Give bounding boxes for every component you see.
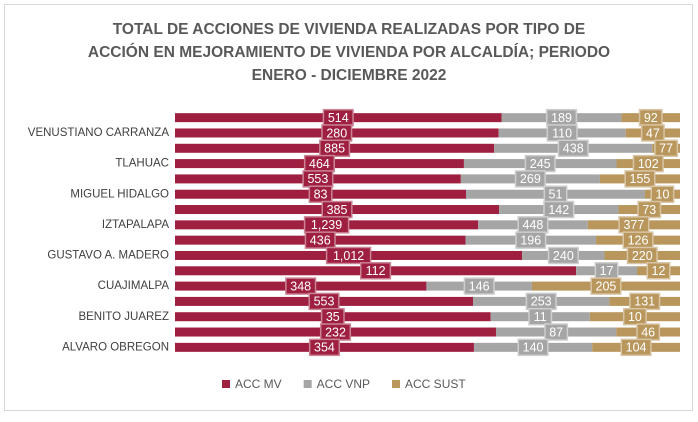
legend-swatch bbox=[222, 380, 230, 388]
data-label: 205 bbox=[596, 279, 617, 293]
data-label: 87 bbox=[549, 325, 563, 339]
data-label: 83 bbox=[314, 188, 328, 202]
y-tick-label: BENITO JUAREZ bbox=[78, 311, 169, 323]
data-label-box bbox=[620, 338, 652, 357]
data-label: 10 bbox=[628, 310, 642, 324]
data-label: 92 bbox=[644, 111, 658, 125]
data-label-box bbox=[360, 262, 392, 280]
data-label: 385 bbox=[327, 203, 348, 217]
data-label: 553 bbox=[307, 172, 328, 186]
data-label-box bbox=[515, 231, 547, 249]
data-label: 11 bbox=[534, 310, 547, 324]
data-label: 110 bbox=[552, 126, 572, 140]
data-label: 77 bbox=[659, 142, 673, 156]
data-label: 885 bbox=[324, 142, 345, 156]
y-tick-label: GUSTAVO A. MADERO bbox=[47, 250, 169, 262]
data-label: 73 bbox=[642, 203, 656, 217]
data-label: 126 bbox=[628, 233, 649, 247]
data-label: 142 bbox=[548, 203, 569, 217]
chart-title: ACCIÓN EN MEJORAMIENTO DE VIVIENDA POR A… bbox=[88, 43, 610, 61]
y-tick-label: ALVARO OBREGON bbox=[62, 341, 169, 353]
data-label-box bbox=[304, 231, 336, 249]
legend-swatch bbox=[392, 380, 401, 388]
data-label-box bbox=[514, 170, 546, 188]
data-label-box bbox=[640, 124, 665, 142]
chart-title: TOTAL DE ACCIONES DE VIVIENDA REALIZADAS… bbox=[113, 21, 586, 38]
data-label: 46 bbox=[641, 325, 655, 339]
chart-title: ENERO - DICIEMBRE 2022 bbox=[252, 67, 447, 84]
data-label: 102 bbox=[638, 157, 659, 171]
data-label: 47 bbox=[646, 126, 660, 140]
data-label: 10 bbox=[656, 188, 670, 202]
y-tick-label: IZTAPALAPA bbox=[102, 219, 169, 231]
data-label-box bbox=[654, 139, 679, 158]
data-label: 1,012 bbox=[333, 249, 364, 263]
data-label: 269 bbox=[520, 172, 541, 186]
data-label: 354 bbox=[314, 341, 335, 355]
data-label: 196 bbox=[520, 233, 541, 247]
data-label: 232 bbox=[325, 325, 346, 339]
data-label: 464 bbox=[309, 157, 330, 171]
data-label-box bbox=[517, 338, 549, 357]
data-label-box bbox=[624, 170, 656, 188]
data-label-box bbox=[544, 323, 569, 341]
data-label: 448 bbox=[523, 218, 544, 232]
data-label-box bbox=[325, 246, 372, 265]
data-label-box bbox=[650, 185, 675, 203]
data-label: 438 bbox=[563, 142, 584, 156]
data-label: 348 bbox=[290, 279, 311, 293]
data-label: 155 bbox=[630, 172, 651, 186]
data-label: 140 bbox=[523, 341, 544, 355]
y-tick-label: VENUSTIANO CARRANZA bbox=[28, 127, 170, 139]
data-label-box bbox=[528, 307, 553, 326]
legend-label: ACC SUST bbox=[405, 377, 466, 391]
data-label: 112 bbox=[366, 264, 386, 278]
data-label: 35 bbox=[326, 310, 340, 324]
data-label-box bbox=[308, 338, 341, 357]
data-label-box bbox=[626, 246, 658, 265]
data-label: 245 bbox=[530, 157, 551, 171]
data-label-box bbox=[622, 307, 647, 326]
data-label: 240 bbox=[553, 249, 574, 263]
data-label: 51 bbox=[549, 188, 563, 202]
data-label-box bbox=[547, 246, 579, 265]
y-tick-label: CUAJIMALPA bbox=[98, 280, 170, 292]
data-label: 436 bbox=[310, 233, 331, 247]
data-label: 12 bbox=[652, 264, 666, 278]
legend-swatch bbox=[303, 380, 312, 388]
data-label: 17 bbox=[600, 264, 614, 278]
data-label: 514 bbox=[328, 111, 349, 125]
data-label: 131 bbox=[634, 295, 655, 309]
data-label-box bbox=[543, 200, 575, 219]
y-tick-label: TLAHUAC bbox=[115, 158, 169, 170]
data-label: 146 bbox=[469, 279, 490, 293]
data-label-box bbox=[308, 185, 333, 203]
data-label-box bbox=[463, 277, 495, 295]
data-label: 1,239 bbox=[311, 218, 342, 232]
legend-label: ACC MV bbox=[235, 377, 282, 391]
y-tick-label: MIGUEL HIDALGO bbox=[70, 188, 169, 200]
data-label: 189 bbox=[551, 111, 572, 125]
data-label: 280 bbox=[326, 126, 347, 140]
data-label-box bbox=[557, 139, 589, 158]
data-label-box bbox=[285, 277, 317, 295]
data-label-box bbox=[590, 277, 622, 295]
data-label: 553 bbox=[314, 295, 335, 309]
data-label-box bbox=[646, 262, 671, 280]
data-label: 253 bbox=[531, 295, 552, 309]
data-label: 104 bbox=[626, 341, 647, 355]
legend-label: ACC VNP bbox=[317, 377, 370, 391]
data-label: 377 bbox=[623, 218, 644, 232]
data-label: 220 bbox=[632, 249, 653, 263]
